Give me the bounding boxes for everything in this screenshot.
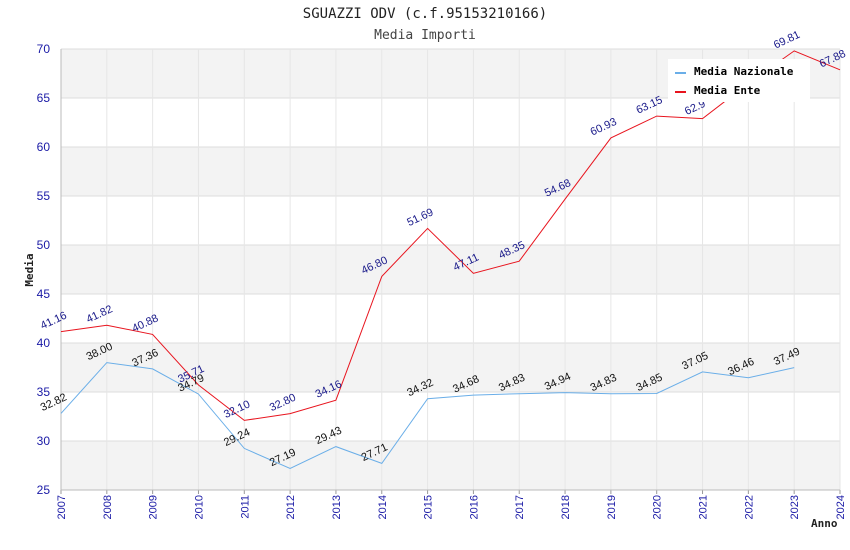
x-tick-label: 2014	[377, 495, 389, 519]
legend-label-media-nazionale: Media Nazionale	[694, 65, 794, 78]
x-tick-label: 2009	[148, 495, 160, 519]
series-line-media-ente	[60, 50, 841, 421]
x-tick-label: 2022	[743, 495, 755, 519]
plot-band	[61, 147, 840, 196]
axes	[60, 49, 841, 494]
y-tick-label: 70	[37, 42, 51, 56]
x-tick-label: 2012	[285, 495, 297, 519]
x-tick-label: 2015	[423, 495, 435, 519]
x-tick-label: 2021	[698, 495, 710, 519]
x-axis-ticks: 2007 2008 2009 2010 2011 2012 2013 2014 2015 2016…	[56, 495, 847, 519]
data-label-media-ente: 69.81	[772, 29, 802, 52]
y-tick-label: 65	[37, 91, 51, 105]
chart-title: SGUAZZI ODV (c.f.95153210166)	[303, 6, 547, 22]
x-axis-label: Anno	[811, 517, 838, 530]
legend-box	[668, 59, 810, 102]
data-label-media-ente: 32.80	[268, 392, 298, 415]
y-axis-ticks: 25 30 35 40 45 50 55 60 65 70	[37, 42, 51, 497]
x-tick-label: 2010	[193, 495, 205, 519]
x-tick-label: 2016	[468, 495, 480, 519]
x-tick-label: 2024	[835, 495, 847, 519]
data-label-media-ente: 41.16	[39, 310, 69, 333]
x-tick-label: 2013	[331, 495, 343, 519]
series-lines	[60, 50, 841, 470]
data-label-media-ente: 32.10	[222, 398, 252, 421]
y-tick-label: 35	[37, 385, 51, 399]
plot-background-bands	[61, 49, 840, 490]
x-tick-label: 2011	[239, 495, 251, 519]
x-tick-label: 2008	[102, 495, 114, 519]
y-tick-label: 60	[37, 140, 51, 154]
data-label-media-ente: 51.69	[405, 206, 435, 229]
x-tick-label: 2007	[56, 495, 68, 519]
y-tick-label: 55	[37, 189, 51, 203]
y-tick-label: 50	[37, 238, 51, 252]
chart-subtitle: Media Importi	[374, 28, 476, 43]
gridlines	[60, 48, 841, 491]
plot-band	[61, 441, 840, 490]
x-tick-label: 2017	[514, 495, 526, 519]
y-tick-label: 30	[37, 434, 51, 448]
x-tick-label: 2020	[652, 495, 664, 519]
legend: Media Nazionale Media Ente	[668, 59, 810, 102]
series-line-media-nazionale	[60, 362, 795, 470]
plot-band	[61, 245, 840, 294]
y-tick-label: 25	[37, 483, 51, 497]
x-tick-label: 2018	[560, 495, 572, 519]
data-label-media-ente: 41.82	[85, 303, 115, 326]
y-tick-label: 40	[37, 336, 51, 350]
data-label-media-ente: 60.93	[589, 116, 619, 139]
x-tick-label: 2019	[606, 495, 618, 519]
y-tick-label: 45	[37, 287, 51, 301]
x-tick-label: 2023	[789, 495, 801, 519]
legend-label-media-ente: Media Ente	[694, 84, 761, 97]
y-axis-label: Media	[23, 253, 36, 286]
data-label-media-ente: 40.88	[130, 312, 160, 335]
plot-band	[61, 343, 840, 392]
